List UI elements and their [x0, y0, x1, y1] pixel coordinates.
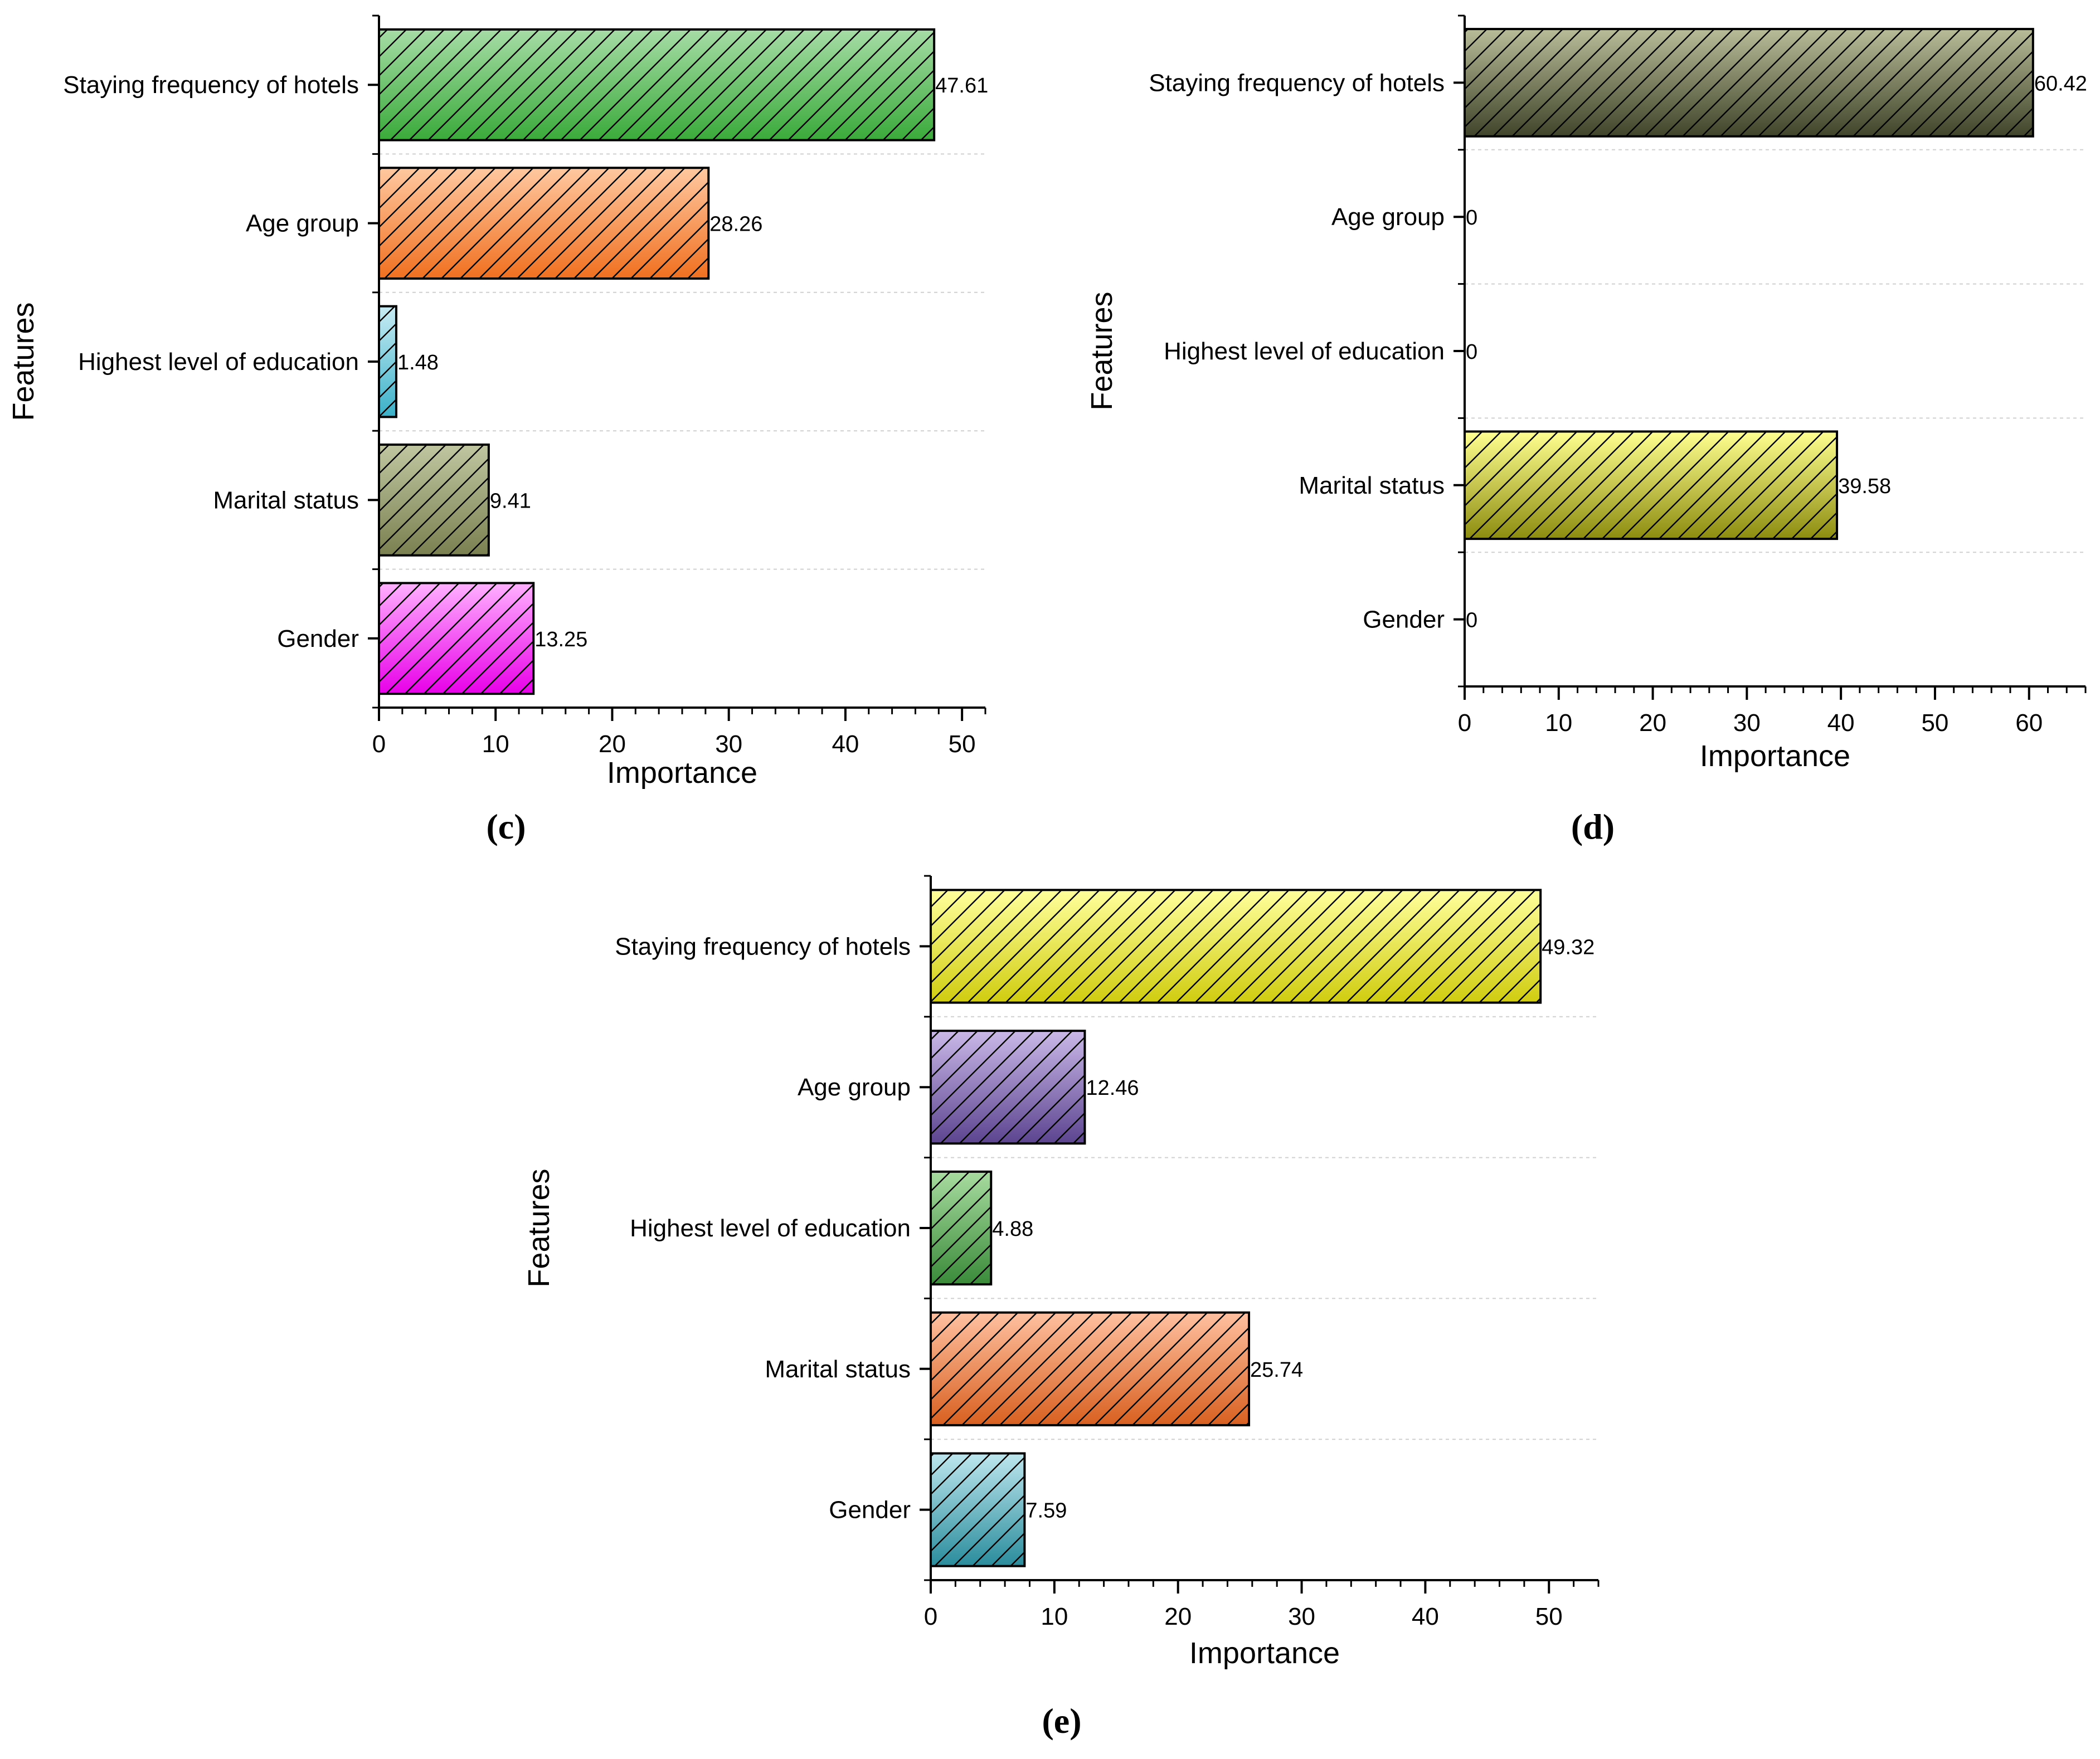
category-label: Marital status [213, 486, 359, 514]
x-tick-label: 50 [1535, 1603, 1563, 1630]
category-label: Staying frequency of hotels [1149, 69, 1445, 96]
x-tick-label: 0 [372, 730, 386, 758]
x-tick-label: 20 [599, 730, 626, 758]
x-tick-label: 20 [1639, 709, 1666, 737]
x-tick-label: 60 [2015, 709, 2043, 737]
x-axis-title: Importance [1700, 739, 1850, 773]
chart-panel-e: Staying frequency of hotels 49.32 Age grou… [522, 875, 1600, 1741]
category-label: Gender [1363, 606, 1445, 634]
data-label: 49.32 [1542, 935, 1595, 959]
panel-label: (e) [1042, 1701, 1081, 1741]
chart-panel-c: Staying frequency of hotels 47.61 Age grou… [7, 14, 988, 846]
data-label: 39.58 [1838, 475, 1891, 498]
x-axis-title: Importance [607, 756, 757, 790]
data-label: 12.46 [1086, 1076, 1139, 1100]
category-label: Highest level of education [78, 348, 359, 376]
data-label: 4.88 [992, 1217, 1033, 1241]
data-label: 0 [1466, 206, 1477, 230]
data-label: 0 [1466, 609, 1477, 632]
x-tick-label: 10 [482, 730, 509, 758]
panel-label: (c) [486, 807, 526, 846]
bar-hatch [378, 444, 490, 557]
data-label: 7.59 [1025, 1499, 1067, 1523]
x-tick-label: 0 [924, 1603, 937, 1630]
x-tick-label: 40 [832, 730, 859, 758]
bar-hatch [378, 305, 397, 418]
y-axis-title: Features [522, 1168, 556, 1287]
x-tick-label: 10 [1041, 1603, 1068, 1630]
data-label: 25.74 [1250, 1358, 1303, 1382]
x-axis-title: Importance [1189, 1636, 1340, 1670]
bar-hatch [378, 582, 535, 695]
category-label: Gender [277, 625, 359, 652]
category-label: Staying frequency of hotels [63, 71, 359, 99]
bar-hatch [930, 1170, 993, 1286]
bar-hatch [378, 28, 936, 142]
category-label: Marital status [1299, 472, 1445, 499]
x-tick-label: 40 [1827, 709, 1855, 737]
data-label: 0 [1466, 340, 1477, 364]
y-axis-title: Features [7, 302, 40, 421]
category-label: Highest level of education [1164, 338, 1445, 365]
bar-hatch [930, 889, 1542, 1004]
bar-hatch [930, 1030, 1086, 1145]
data-label: 28.26 [709, 213, 762, 236]
category-label: Marital status [765, 1356, 911, 1383]
y-axis-title: Features [1085, 291, 1119, 410]
data-label: 60.42 [2034, 72, 2087, 95]
bar-hatch [930, 1452, 1026, 1567]
bar-hatch [930, 1311, 1251, 1426]
x-tick-label: 20 [1164, 1603, 1192, 1630]
x-tick-label: 10 [1545, 709, 1572, 737]
x-tick-label: 40 [1412, 1603, 1439, 1630]
data-label: 9.41 [490, 489, 531, 513]
chart-panel-d: Staying frequency of hotels 60.42 Age grou… [1085, 14, 2087, 846]
x-tick-label: 30 [1733, 709, 1761, 737]
category-label: Age group [246, 210, 359, 237]
bar-hatch [378, 167, 710, 280]
data-label: 13.25 [534, 628, 587, 651]
x-tick-label: 50 [949, 730, 976, 758]
data-label: 1.48 [397, 351, 439, 374]
data-label: 47.61 [935, 74, 988, 98]
x-tick-label: 30 [1288, 1603, 1315, 1630]
x-tick-label: 50 [1921, 709, 1948, 737]
category-label: Age group [1331, 203, 1445, 231]
category-label: Age group [798, 1074, 911, 1101]
x-tick-label: 30 [715, 730, 742, 758]
category-label: Gender [829, 1497, 911, 1524]
panel-label: (d) [1571, 807, 1615, 846]
bar-hatch [1464, 28, 2034, 138]
category-label: Highest level of education [630, 1215, 911, 1242]
x-tick-label: 0 [1458, 709, 1471, 737]
bar-hatch [1464, 430, 1839, 540]
category-label: Staying frequency of hotels [615, 933, 911, 960]
